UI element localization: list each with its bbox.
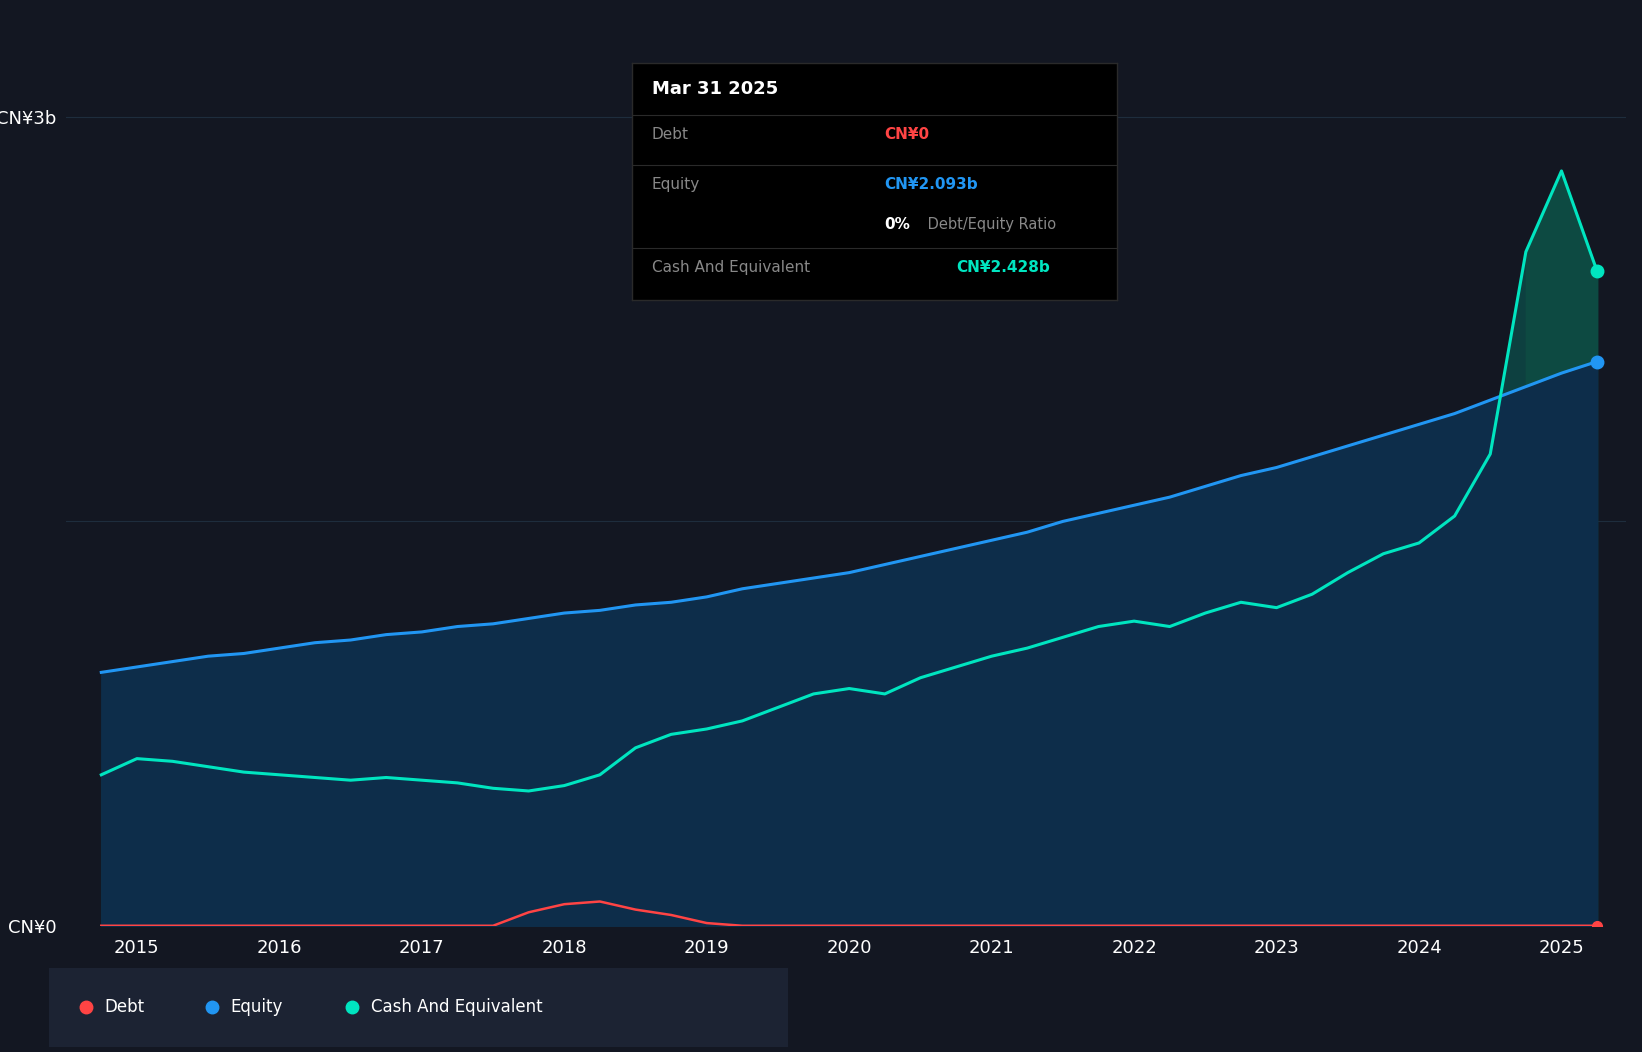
Text: Cash And Equivalent: Cash And Equivalent (371, 998, 542, 1016)
Text: Debt: Debt (652, 127, 688, 142)
Text: Debt: Debt (105, 998, 144, 1016)
Text: Equity: Equity (230, 998, 282, 1016)
Text: CN¥0: CN¥0 (883, 127, 929, 142)
Text: CN¥2.093b: CN¥2.093b (883, 177, 977, 191)
Text: Equity: Equity (652, 177, 699, 191)
Text: 0%: 0% (883, 217, 910, 232)
Text: Cash And Equivalent: Cash And Equivalent (652, 260, 810, 275)
Text: Debt/Equity Ratio: Debt/Equity Ratio (923, 217, 1056, 232)
Text: CN¥2.428b: CN¥2.428b (957, 260, 1051, 275)
Text: Mar 31 2025: Mar 31 2025 (652, 80, 778, 98)
